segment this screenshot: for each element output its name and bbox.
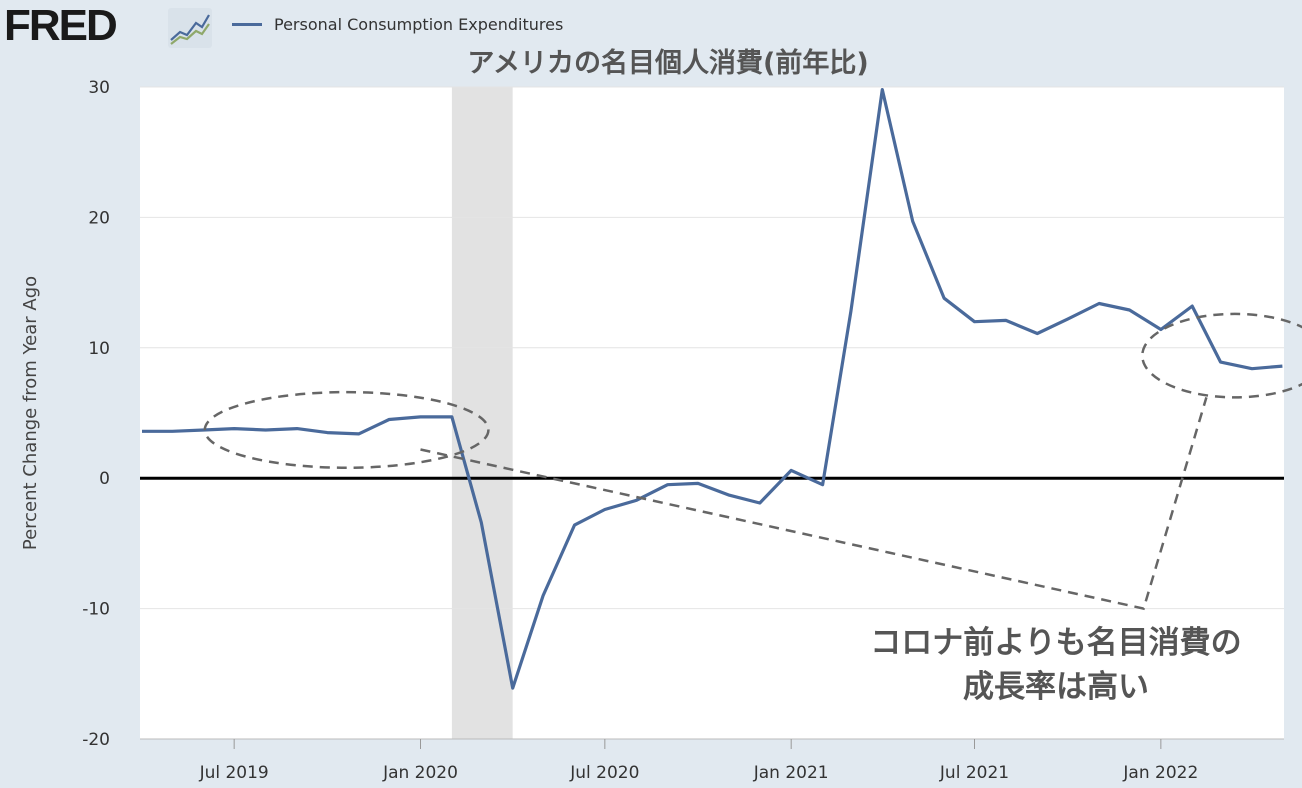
x-tick-label: Jul 2021 [939,763,1009,783]
line-chart-icon [168,8,212,48]
legend-swatch [232,22,262,26]
y-tick-label: 30 [88,78,110,98]
y-tick-label: 20 [88,208,110,228]
y-axis: 30 20 10 0 -10 -20 [82,78,110,750]
legend[interactable]: Personal Consumption Expenditures [232,12,563,36]
x-tick-label: Jul 2019 [199,763,269,783]
legend-label: Personal Consumption Expenditures [274,14,564,34]
x-tick-label: Jan 2022 [1122,763,1198,783]
y-tick-label: -20 [82,730,110,750]
highlight-ellipse [1141,312,1302,399]
series-line [142,87,1283,690]
x-tick-label: Jan 2020 [382,763,458,783]
x-tick-label: Jan 2021 [753,763,829,783]
header: FRED Personal Consumption Expenditures [0,0,1302,50]
annotation-text-line-1: コロナ前よりも名目消費の [870,625,1241,661]
chart-title: アメリカの名目個人消費(前年比) [467,47,868,79]
annotation-layer [203,312,1302,611]
y-tick-label: -10 [82,600,110,620]
series-layer [142,87,1283,690]
y-tick-label: 0 [99,469,110,489]
fred-logo[interactable]: FRED [4,1,118,50]
highlight-ellipse [203,390,490,470]
annotation-text-line-2: 成長率は高い [963,669,1149,705]
y-tick-label: 10 [88,339,110,359]
x-axis: Jul 2019 Jan 2020 Jul 2020 Jan 2021 Jul 2021… [140,738,1284,783]
plot-background [140,87,1284,739]
x-tick-label: Jul 2020 [569,763,639,783]
annotation-connector [420,397,1208,611]
y-axis-label: Percent Change from Year Ago [20,276,41,550]
